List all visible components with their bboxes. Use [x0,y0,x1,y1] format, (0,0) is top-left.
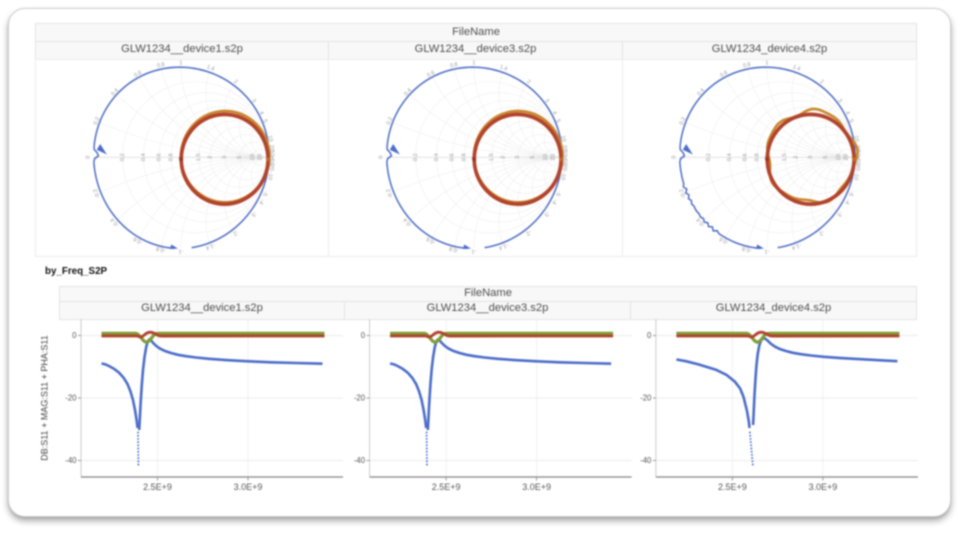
svg-text:2.5E+9: 2.5E+9 [143,482,172,492]
svg-text:3.0E+9: 3.0E+9 [234,482,263,492]
svg-text:3.0E+9: 3.0E+9 [809,482,838,492]
svg-text:-40: -40 [640,456,652,465]
svg-text:0: 0 [72,331,77,340]
svg-text:0: 0 [647,331,652,340]
svg-text:-20: -20 [640,394,652,403]
svg-text:-40: -40 [65,456,77,465]
svg-text:DB:S11 + MAG:S11 + PHA:S11: DB:S11 + MAG:S11 + PHA:S11 [40,335,50,461]
svg-text:2.5E+9: 2.5E+9 [718,482,747,492]
svg-text:-20: -20 [65,394,77,403]
